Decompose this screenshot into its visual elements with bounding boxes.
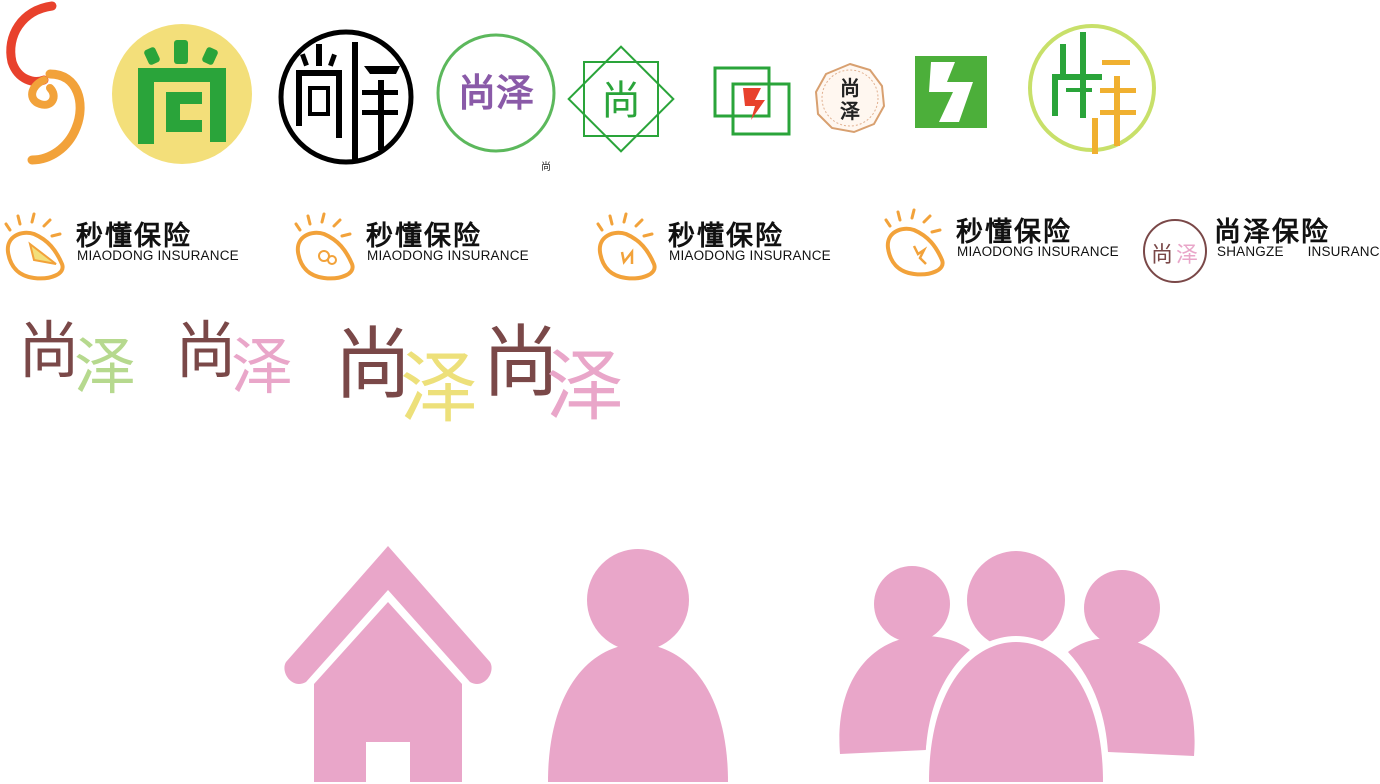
group-icon [839, 548, 1195, 782]
shangze-circle-mark-icon: 尚 泽 [1143, 219, 1207, 283]
sun-pear-icon [4, 212, 65, 281]
sun-pear-flower-icon [294, 212, 355, 281]
brand-name-cn: 尚泽保险 [1214, 217, 1330, 248]
logo-caption: 尚 [541, 162, 551, 173]
wordmark-char-a: 尚 [334, 320, 413, 410]
wordmark-char-b: 泽 [231, 330, 294, 403]
shangze-green-yellow-ring-logo [1028, 24, 1156, 154]
user-icon [548, 549, 728, 782]
brand-name-en-left: SHANGZE [1217, 244, 1284, 259]
brand-logo-miaodong-4: 秒懂保险 MIAODONG INSURANCE [880, 208, 1130, 290]
shang-yellow-circle-logo [112, 24, 252, 164]
svg-text:尚: 尚 [601, 78, 641, 124]
svg-text:尚泽: 尚泽 [458, 71, 534, 115]
brand-name-cn: 秒懂保险 [668, 221, 784, 252]
svg-text:泽: 泽 [840, 99, 860, 123]
shangze-seal-stamp-logo: 尚 泽 [814, 62, 886, 134]
shang-green-diamond-logo: 尚 [567, 45, 675, 153]
wordmark-2: 尚泽 [175, 300, 293, 403]
brand-logo-miaodong-2: 秒懂保险 MIAODONG INSURANCE [290, 212, 540, 294]
brand-logo-miaodong-1: 秒懂保险 MIAODONG INSURANCE [0, 212, 250, 294]
home-icon [284, 546, 492, 782]
brand-name-en: MIAODONG INSURANCE [669, 248, 831, 263]
brand-name-cn: 秒懂保险 [76, 221, 192, 252]
wordmark-char-a: 尚 [18, 314, 81, 387]
brand-name-cn: 秒懂保险 [956, 217, 1072, 248]
sun-pear-spark-icon [884, 208, 945, 277]
wordmark-char-b: 泽 [400, 344, 479, 434]
brand-logo-shangze: 尚 泽 尚泽保险 SHANGZE INSURANCE [1140, 210, 1380, 290]
wordmark-char-a: 尚 [482, 318, 561, 408]
wordmark-1: 尚泽 [18, 300, 136, 403]
brand-logo-miaodong-3: 秒懂保险 MIAODONG INSURANCE [592, 212, 842, 294]
swirl-logo-icon [6, 1, 85, 165]
brand-name-en: MIAODONG INSURANCE [957, 244, 1119, 259]
sun-pear-check-icon [596, 212, 657, 281]
brand-name-en: MIAODONG INSURANCE [367, 248, 529, 263]
brand-name-en: MIAODONG INSURANCE [77, 248, 239, 263]
wordmark-char-b: 泽 [546, 342, 625, 432]
svg-text:尚: 尚 [1151, 243, 1173, 268]
bolt-green-square-logo [915, 56, 987, 128]
wordmark-3: 尚泽 [334, 302, 478, 434]
brand-name-en-right: INSURANCE [1307, 244, 1380, 259]
shangze-purple-green-ring-logo: 尚泽 [436, 33, 556, 153]
svg-text:尚: 尚 [840, 76, 860, 100]
shangze-black-ring-logo [278, 29, 414, 165]
wordmark-char-b: 泽 [74, 330, 137, 403]
bolt-squares-logo [713, 66, 791, 136]
brand-name-cn: 秒懂保险 [366, 221, 482, 252]
wordmark-4: 尚泽 [482, 300, 624, 432]
wordmark-char-a: 尚 [175, 314, 238, 387]
svg-text:泽: 泽 [1176, 243, 1198, 268]
